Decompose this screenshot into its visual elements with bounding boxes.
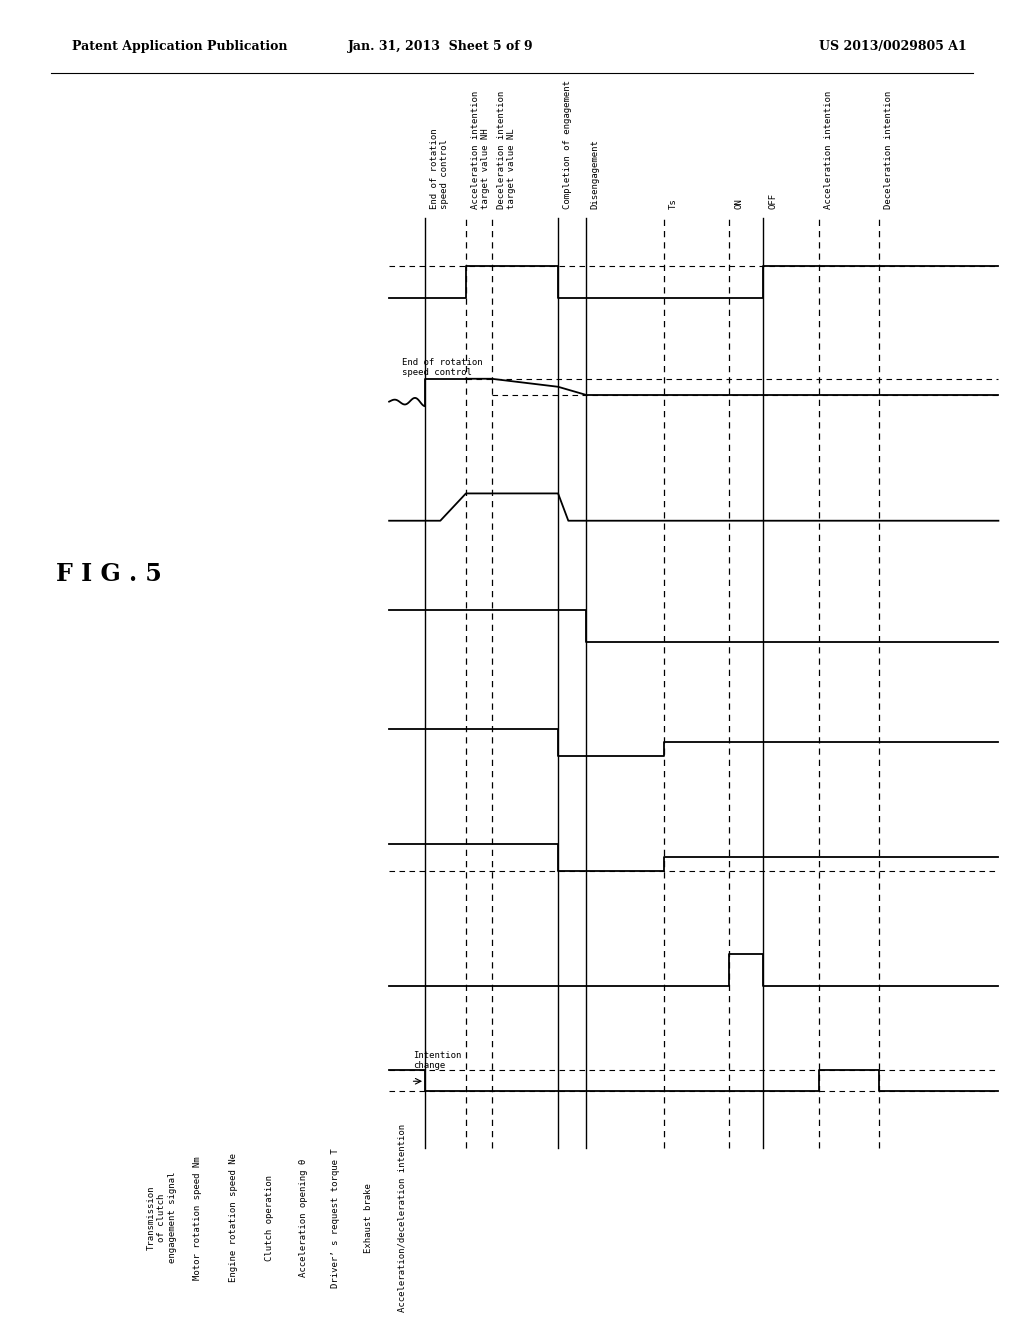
Text: Driver’ s request torque T: Driver’ s request torque T (332, 1148, 340, 1287)
Text: Jan. 31, 2013  Sheet 5 of 9: Jan. 31, 2013 Sheet 5 of 9 (347, 40, 534, 53)
Text: Deceleration intention: Deceleration intention (884, 90, 893, 209)
Text: Acceleration intention: Acceleration intention (824, 90, 834, 209)
Text: US 2013/0029805 A1: US 2013/0029805 A1 (819, 40, 967, 53)
Text: End of rotation
speed control: End of rotation speed control (402, 358, 483, 378)
Text: Acceleration opening θ: Acceleration opening θ (299, 1159, 307, 1276)
Text: Acceleration intention
target value NH: Acceleration intention target value NH (471, 90, 490, 209)
Text: Transmission
of clutch
engagement signal: Transmission of clutch engagement signal (146, 1172, 177, 1263)
Text: Intention
change: Intention change (413, 1051, 461, 1071)
Text: Patent Application Publication: Patent Application Publication (72, 40, 287, 53)
Text: Clutch operation: Clutch operation (265, 1175, 273, 1261)
Text: ON: ON (734, 198, 743, 209)
Text: End of rotation
speed control: End of rotation speed control (430, 128, 450, 209)
Text: Motor rotation speed Nm: Motor rotation speed Nm (194, 1156, 202, 1279)
Text: Deceleration intention
target value NL: Deceleration intention target value NL (497, 90, 516, 209)
Text: OFF: OFF (768, 193, 777, 209)
Text: Completion of engagement: Completion of engagement (563, 79, 572, 209)
Text: Ts: Ts (669, 198, 678, 209)
Text: Acceleration/deceleration intention: Acceleration/deceleration intention (398, 1123, 407, 1312)
Text: F I G . 5: F I G . 5 (56, 562, 162, 586)
Text: Engine rotation speed Ne: Engine rotation speed Ne (229, 1154, 238, 1282)
Text: Disengagement: Disengagement (591, 139, 600, 209)
Text: Exhaust brake: Exhaust brake (365, 1183, 373, 1253)
